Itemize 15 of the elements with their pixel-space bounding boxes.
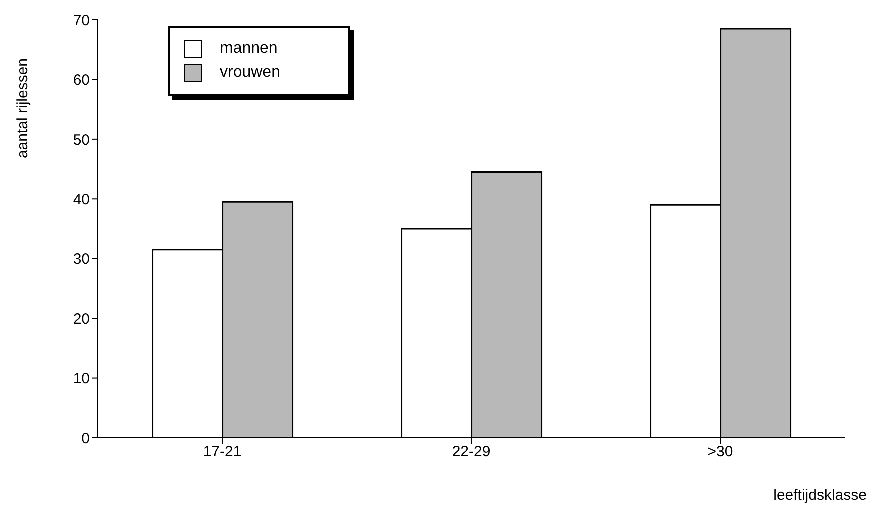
x-axis-title: leeftijdsklasse — [774, 487, 867, 504]
y-tick-label: 60 — [73, 72, 90, 90]
y-tick-label: 20 — [73, 310, 90, 328]
y-tick-label: 30 — [73, 251, 90, 268]
x-tick-label: 17-21 — [203, 444, 242, 461]
y-tick-label: 50 — [73, 132, 90, 149]
y-tick-label: 40 — [73, 191, 90, 208]
legend-label: mannen — [220, 40, 278, 58]
x-tick-label: 22-29 — [452, 444, 491, 461]
y-tick-label: 70 — [73, 12, 90, 30]
y-axis-title: aantal rijlessen — [14, 58, 32, 158]
x-tick-label: >30 — [708, 444, 734, 461]
y-tick-label: 10 — [73, 370, 90, 388]
y-tick-label: 0 — [82, 430, 90, 448]
legend-label: vrouwen — [220, 64, 280, 82]
